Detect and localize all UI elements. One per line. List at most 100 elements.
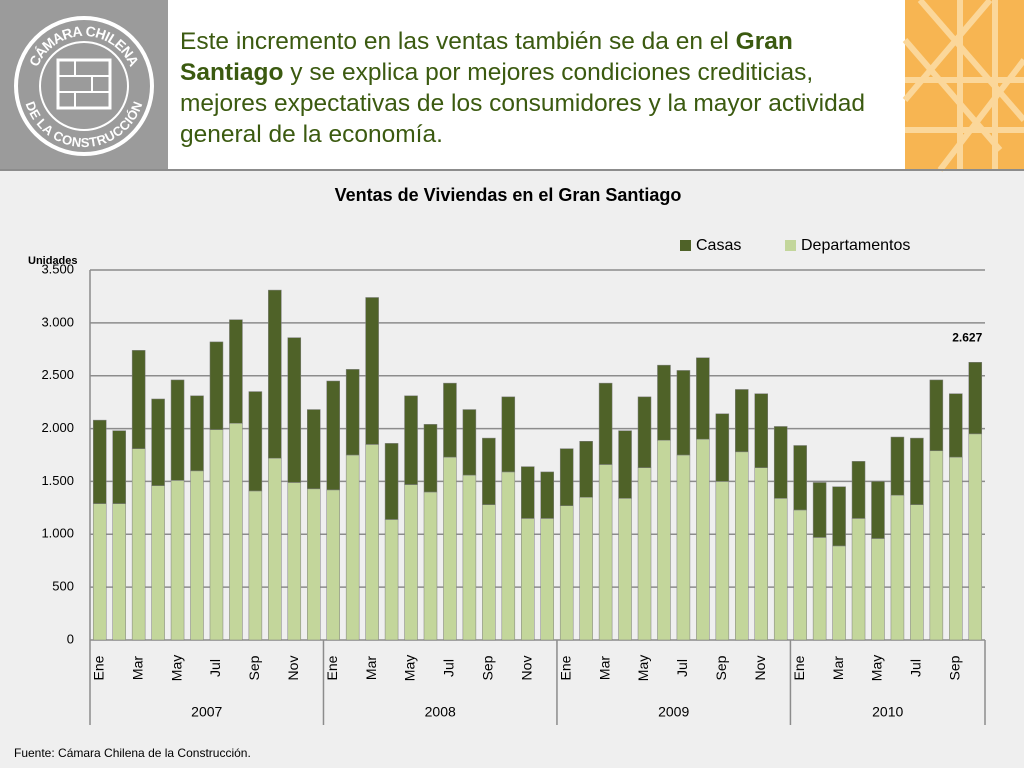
- bar-segment: [598, 464, 613, 641]
- bar-segment: [307, 409, 321, 490]
- bar-segment: [92, 419, 107, 504]
- data-label: 2.627: [952, 330, 982, 344]
- bar-segment: [579, 441, 593, 498]
- bar-segment: [812, 537, 827, 641]
- x-tick-label: Mar: [830, 656, 846, 680]
- bar-segment: [501, 396, 516, 473]
- x-tick-label: Ene: [557, 655, 573, 680]
- bar-segment: [754, 467, 768, 641]
- bar-segment: [559, 505, 574, 641]
- bar-segment: [229, 423, 243, 641]
- bar-segment: [209, 429, 224, 641]
- bar-segment: [579, 497, 593, 641]
- x-tick-label: Mar: [363, 656, 379, 680]
- legend-swatch: [785, 240, 796, 251]
- bar-segment: [151, 485, 165, 641]
- y-tick-label: 1.000: [41, 526, 74, 541]
- bar-segment: [521, 518, 535, 641]
- x-tick-label: May: [168, 655, 184, 681]
- bar-segment: [521, 466, 535, 519]
- bar-segment: [618, 430, 632, 499]
- x-tick-label: Nov: [752, 656, 768, 681]
- x-group-label: 2009: [658, 704, 689, 720]
- y-tick-label: 1.500: [41, 473, 74, 488]
- bar-segment: [676, 370, 691, 456]
- bar-segment: [229, 319, 243, 424]
- x-tick-label: Jul: [908, 659, 924, 677]
- bar-segment: [696, 357, 710, 440]
- bar-segment: [637, 396, 652, 468]
- x-tick-label: Sep: [480, 655, 496, 680]
- bar-segment: [151, 398, 165, 486]
- x-tick-label: Jul: [674, 659, 690, 677]
- bar-segment: [871, 538, 885, 641]
- x-tick-label: Ene: [791, 655, 807, 680]
- x-tick-label: Sep: [713, 655, 729, 680]
- x-tick-label: Jul: [207, 659, 223, 677]
- x-tick-label: Mar: [596, 656, 612, 680]
- bar-segment: [268, 289, 282, 459]
- bar-segment: [482, 504, 496, 641]
- bar-segment: [209, 341, 224, 430]
- bar-segment: [890, 494, 905, 641]
- bar-segment: [832, 545, 846, 641]
- bar-segment: [832, 486, 846, 547]
- bar-segment: [443, 456, 457, 641]
- bar-segment: [92, 503, 107, 641]
- source: Fuente: Cámara Chilena de la Construcció…: [14, 746, 251, 760]
- header-band: [0, 0, 1024, 170]
- bar-segment: [949, 456, 963, 641]
- bar-segment: [307, 488, 321, 641]
- bar-segment: [326, 489, 340, 641]
- bar-segment: [871, 481, 885, 539]
- y-tick-label: 2.500: [41, 367, 74, 382]
- bar-segment: [287, 482, 302, 641]
- bar-segment: [131, 350, 146, 449]
- bar-segment: [851, 518, 866, 641]
- bar-segment: [345, 369, 360, 456]
- x-group-label: 2008: [425, 704, 456, 720]
- x-group-label: 2010: [872, 704, 903, 720]
- bar-segment: [268, 457, 282, 641]
- bar-segment: [910, 437, 924, 505]
- bar-segment: [929, 379, 944, 452]
- x-tick-label: May: [635, 655, 651, 681]
- bar-segment: [773, 426, 788, 499]
- header-title-part: Gran Santiago: [180, 28, 793, 86]
- bar-segment: [637, 467, 652, 641]
- bar-segment: [112, 430, 126, 504]
- bar-segment: [443, 382, 457, 458]
- x-tick-label: Ene: [90, 655, 106, 680]
- legend-swatch: [680, 240, 691, 251]
- legend-label: Casas: [696, 237, 741, 254]
- bar-segment: [676, 454, 691, 641]
- bar-segment: [657, 439, 671, 641]
- bar-segment: [326, 380, 340, 491]
- logo-area: [0, 0, 168, 170]
- bar-segment: [190, 470, 204, 641]
- y-axis-label: Unidades: [28, 255, 78, 267]
- bar-segment: [851, 461, 866, 519]
- bar-segment: [793, 509, 807, 641]
- bar-segment: [735, 451, 749, 641]
- logo-bricks: [58, 60, 110, 108]
- bar-segment: [715, 481, 730, 641]
- bar-segment: [248, 490, 263, 641]
- bar-segment: [890, 436, 905, 496]
- bar-segment: [793, 445, 807, 511]
- bar-segment: [190, 395, 204, 472]
- bar-segment: [404, 395, 418, 485]
- x-tick-label: Sep: [246, 655, 262, 680]
- bar-segment: [423, 491, 438, 641]
- y-tick-label: 2.000: [41, 420, 74, 435]
- header-title-part: Este incremento en las ventas también se…: [180, 28, 736, 55]
- bar-segment: [968, 362, 983, 435]
- bar-segment: [482, 437, 496, 505]
- y-tick-label: 3.500: [41, 261, 74, 276]
- bar-segment: [540, 518, 554, 641]
- bar-segment: [598, 382, 613, 465]
- bar-segment: [618, 498, 632, 641]
- header-title-box: Este incremento en las ventas también se…: [180, 28, 865, 148]
- bar-segment: [559, 448, 574, 506]
- x-tick-label: Mar: [129, 656, 145, 680]
